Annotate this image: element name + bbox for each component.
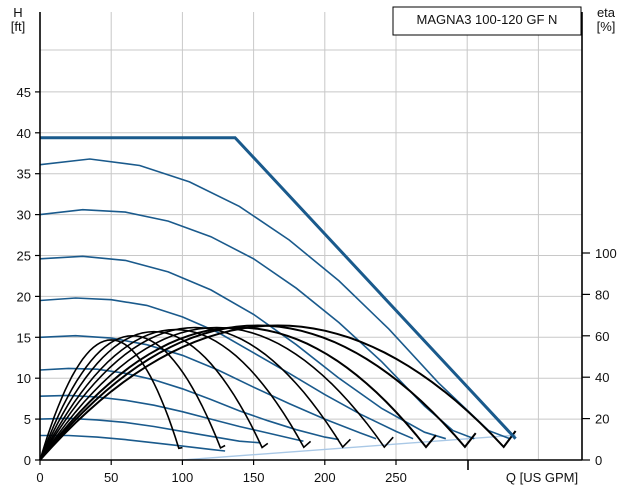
efficiency-limit-layer bbox=[182, 434, 516, 461]
pump-curve-3 bbox=[39, 255, 447, 440]
y-tick-label: 25 bbox=[17, 249, 31, 264]
pump-curve-7 bbox=[39, 394, 304, 442]
x-tick-label: 50 bbox=[104, 470, 118, 485]
y2-tick-label: 100 bbox=[595, 246, 617, 261]
y2-tick-label: 80 bbox=[595, 287, 609, 302]
y2-axis-unit: [%] bbox=[597, 19, 616, 34]
y-tick-label: 35 bbox=[17, 167, 31, 182]
y-tick-labels: 0 5 10 15 20 25 30 35 40 45 bbox=[17, 85, 40, 468]
efficiency-curve-4 bbox=[39, 328, 312, 461]
y2-axis-label: eta bbox=[597, 5, 616, 20]
efficiency-curve-9 bbox=[39, 324, 517, 461]
pump-curve-9 bbox=[40, 434, 226, 452]
y-tick-label: 20 bbox=[17, 289, 31, 304]
y-tick-label: 40 bbox=[17, 126, 31, 141]
y-tick-label: 15 bbox=[17, 330, 31, 345]
y-tick-label: 0 bbox=[24, 453, 31, 468]
efficiency-curve-6 bbox=[39, 326, 394, 461]
efficiency-curve-1 bbox=[39, 339, 183, 461]
y-tick-label: 10 bbox=[17, 371, 31, 386]
grid-lines bbox=[40, 12, 582, 460]
efficiency-curve-7 bbox=[39, 326, 437, 461]
pump-curve-8 bbox=[39, 417, 261, 444]
y-axis-label: H bbox=[13, 5, 22, 20]
x-tick-label: 100 bbox=[172, 470, 194, 485]
y2-tick-label: 60 bbox=[595, 329, 609, 344]
max-curve-layer bbox=[40, 136, 517, 440]
efficiency-curves-layer bbox=[39, 324, 517, 461]
max-curve bbox=[40, 136, 517, 440]
y2-tick-label: 40 bbox=[595, 370, 609, 385]
pump-curve-5 bbox=[39, 334, 377, 440]
x-tick-label: 250 bbox=[385, 470, 407, 485]
chart-title: MAGNA3 100-120 GF N bbox=[417, 12, 558, 27]
efficiency-curve-5 bbox=[39, 326, 351, 461]
efficiency-limit-line bbox=[182, 434, 516, 461]
pump-curves-layer bbox=[39, 158, 511, 452]
x-tick-labels: 0 50 100 150 200 250 bbox=[36, 460, 407, 485]
x-tick-label: 150 bbox=[243, 470, 265, 485]
x-axis-label: Q [US GPM] bbox=[506, 470, 578, 485]
x-tick-label: 0 bbox=[36, 470, 43, 485]
y-tick-label: 5 bbox=[24, 412, 31, 427]
efficiency-curve-2 bbox=[39, 334, 226, 461]
efficiency-curve-3 bbox=[39, 330, 269, 461]
y2-tick-label: 0 bbox=[595, 453, 602, 468]
pump-curve-1 bbox=[39, 158, 511, 440]
y2-tick-labels: 0 20 40 60 80 100 bbox=[582, 246, 617, 468]
x-tick-label: 200 bbox=[314, 470, 336, 485]
y-tick-label: 45 bbox=[17, 85, 31, 100]
y-tick-label: 30 bbox=[17, 208, 31, 223]
pump-curve-4 bbox=[39, 297, 414, 440]
y2-tick-label: 20 bbox=[595, 412, 609, 427]
y-axis-unit: [ft] bbox=[11, 19, 25, 34]
title-box bbox=[392, 6, 582, 36]
